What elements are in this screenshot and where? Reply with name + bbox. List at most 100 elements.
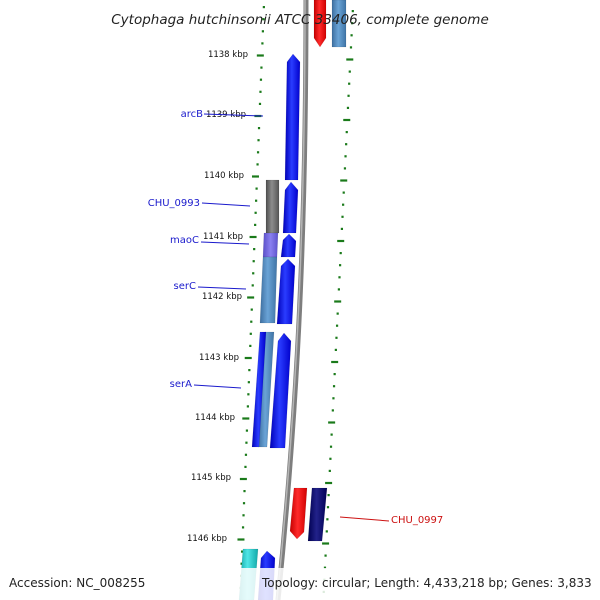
gene-features — [238, 0, 347, 600]
gene-forward-1141 — [280, 233, 297, 258]
tick-mark-right — [345, 131, 348, 134]
gene-violet-maoc — [262, 232, 279, 258]
tick-mark-left — [251, 175, 259, 178]
tick-mark-right — [332, 385, 336, 388]
gene-label-leader — [339, 516, 390, 522]
tick-mark-left — [256, 163, 259, 166]
tick-mark-left — [249, 344, 252, 347]
tick-mark-right — [348, 82, 351, 85]
tick-mark-right — [326, 518, 329, 521]
gene-red-top — [313, 0, 327, 48]
tick-mark-left — [239, 477, 247, 481]
tick-mark-left — [259, 78, 263, 81]
tick-mark-left — [252, 260, 255, 263]
tick-mark-right — [343, 167, 347, 170]
tick-mark-left — [255, 187, 258, 190]
tick-mark-left — [259, 90, 262, 93]
tick-mark-right — [324, 554, 327, 557]
tick-mark-right — [339, 252, 342, 255]
tick-mark-right — [326, 506, 330, 509]
tick-mark-left — [237, 538, 245, 541]
gene-gray-chu0993 — [265, 179, 280, 234]
tick-mark-right — [350, 34, 353, 37]
gene-label-leader — [200, 241, 250, 245]
tick-mark-right — [329, 445, 333, 448]
gene-forward-1143 — [269, 332, 292, 449]
kbp-label: 1144 kbp — [195, 413, 235, 423]
kbp-label: 1140 kbp — [204, 171, 244, 181]
tick-mark-right — [323, 566, 327, 569]
tick-mark-right — [327, 494, 330, 497]
tick-mark-left — [249, 235, 257, 239]
tick-mark-left — [251, 284, 254, 287]
gene-forward-sera — [251, 331, 267, 448]
tick-mark-left — [250, 320, 253, 323]
gene-forward-1138 — [284, 53, 301, 181]
tick-mark-left — [252, 272, 255, 275]
tick-mark-right — [345, 143, 348, 146]
tick-mark-right — [346, 106, 350, 109]
gene-label: CHU_0997 — [391, 515, 443, 526]
gene-label: CHU_0993 — [148, 198, 200, 209]
tick-mark-right — [328, 469, 331, 472]
tick-mark-right — [334, 348, 337, 351]
tick-mark-right — [341, 215, 344, 218]
kbp-label: 1146 kbp — [187, 534, 227, 544]
tick-mark-left — [249, 332, 252, 335]
gene-navy-chu0997 — [307, 487, 328, 542]
tick-mark-right — [343, 118, 351, 122]
tick-mark-left — [247, 296, 255, 299]
footer-background — [0, 568, 600, 600]
tick-mark-right — [331, 360, 339, 364]
tick-mark-right — [334, 300, 342, 303]
tick-mark-left — [253, 248, 256, 251]
tick-mark-left — [256, 54, 264, 57]
tick-mark-left — [262, 6, 265, 9]
kbp-label: 1138 kbp — [208, 50, 248, 60]
tick-mark-right — [335, 336, 338, 339]
ticks-right — [322, 10, 354, 593]
topology-text: Topology: circular; Length: 4,433,218 bp… — [261, 576, 592, 590]
gene-label-leader — [201, 202, 251, 207]
genome-backbone-highlight — [276, 0, 306, 600]
tick-mark-right — [337, 239, 345, 243]
tick-mark-left — [244, 465, 247, 468]
tick-mark-right — [335, 324, 339, 327]
tick-mark-right — [338, 276, 341, 279]
kbp-label: 1141 kbp — [203, 232, 243, 242]
tick-mark-left — [245, 441, 248, 444]
tick-mark-left — [254, 223, 257, 226]
tick-mark-left — [257, 139, 260, 142]
tick-mark-left — [258, 102, 262, 105]
tick-mark-right — [342, 191, 345, 194]
tick-mark-left — [241, 526, 245, 529]
gene-steel-serc — [259, 256, 278, 324]
tick-mark-left — [256, 151, 260, 154]
tick-mark-right — [333, 373, 336, 376]
gene-forward-1140 — [282, 181, 299, 234]
ticks-left — [237, 6, 265, 589]
tick-mark-right — [342, 203, 345, 206]
tick-mark-right — [351, 10, 354, 13]
tick-mark-left — [261, 30, 264, 33]
tick-mark-left — [244, 453, 248, 456]
gene-labels: arcB CHU_0993 maoC serC serA CHU_0997 — [148, 109, 444, 526]
tick-mark-right — [322, 542, 330, 545]
tick-mark-left — [240, 550, 244, 553]
genome-title: Cytophaga hutchinsonii ATCC 33406, compl… — [111, 12, 489, 28]
tick-mark-left — [247, 393, 250, 396]
tick-mark-right — [337, 288, 340, 291]
tick-mark-left — [245, 429, 249, 432]
tick-mark-right — [347, 94, 350, 97]
accession-text: Accession: NC_008255 — [9, 576, 145, 590]
tick-mark-right — [325, 481, 333, 485]
tick-mark-right — [340, 179, 348, 182]
tick-mark-left — [257, 127, 261, 130]
tick-mark-left — [240, 562, 243, 565]
tick-mark-left — [242, 514, 245, 517]
kbp-label: 1142 kbp — [202, 292, 242, 302]
tick-mark-left — [260, 66, 263, 69]
tick-mark-left — [248, 369, 251, 372]
tick-mark-left — [246, 405, 249, 408]
tick-mark-right — [348, 70, 351, 73]
